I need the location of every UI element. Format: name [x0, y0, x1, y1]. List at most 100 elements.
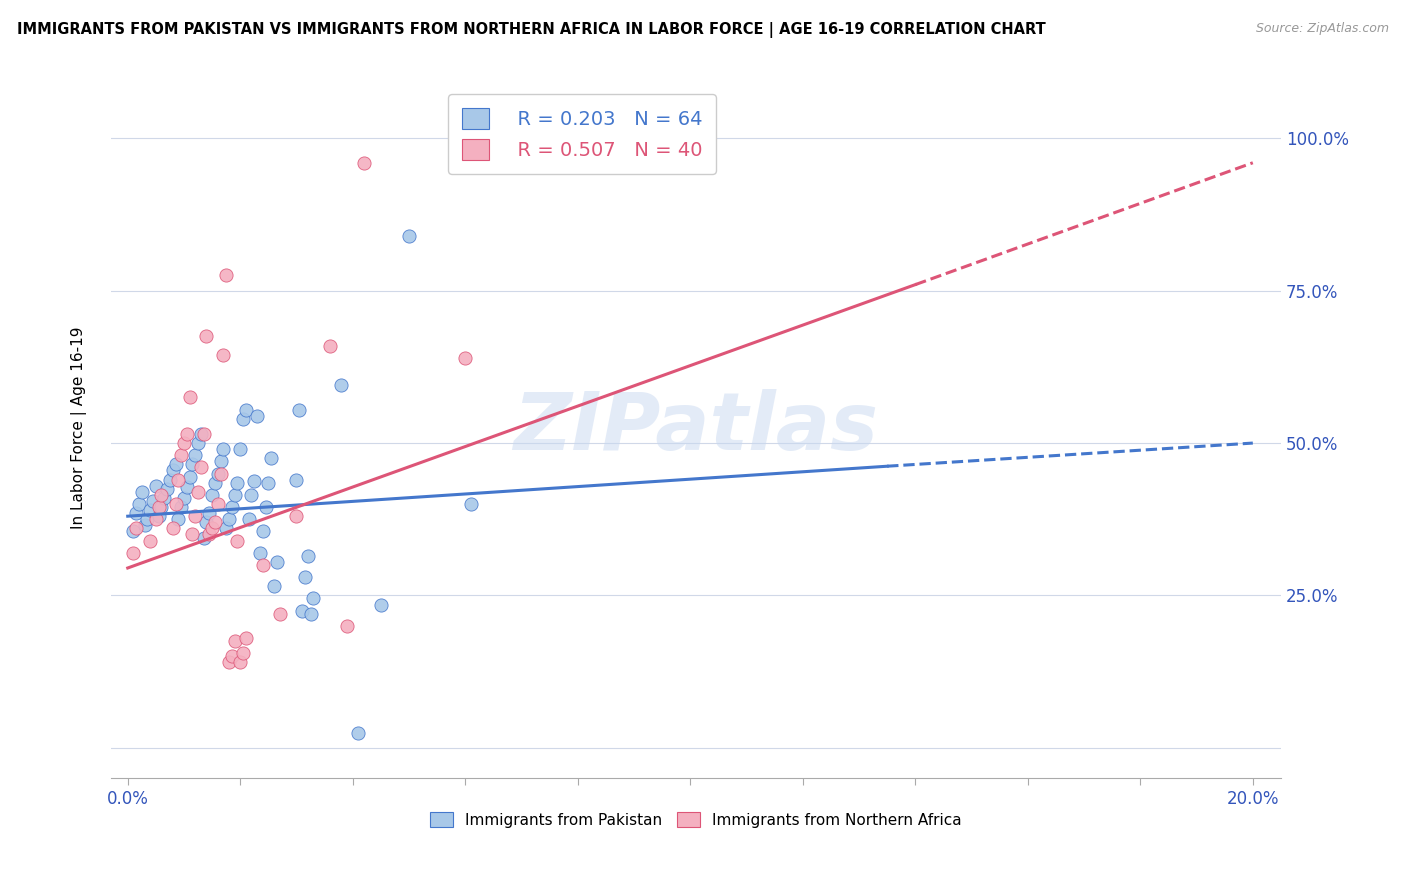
- Point: [285, 509, 308, 524]
- Point: [204, 516, 226, 530]
- Point: [181, 458, 204, 472]
- Point: [159, 473, 181, 487]
- Point: [198, 506, 221, 520]
- Point: [215, 268, 238, 283]
- Point: [212, 442, 235, 457]
- Point: [460, 497, 482, 511]
- Point: [235, 402, 257, 417]
- Point: [181, 527, 204, 541]
- Point: [201, 521, 224, 535]
- Point: [167, 473, 190, 487]
- Point: [201, 488, 224, 502]
- Point: [336, 619, 359, 633]
- Point: [142, 494, 165, 508]
- Y-axis label: In Labor Force | Age 16-19: In Labor Force | Age 16-19: [72, 326, 87, 529]
- Point: [398, 228, 420, 243]
- Point: [212, 348, 235, 362]
- Point: [125, 506, 148, 520]
- Point: [173, 491, 195, 505]
- Point: [139, 503, 162, 517]
- Point: [221, 649, 243, 664]
- Point: [170, 500, 193, 514]
- Point: [370, 598, 392, 612]
- Point: [291, 604, 314, 618]
- Point: [254, 500, 277, 514]
- Point: [224, 488, 246, 502]
- Point: [165, 497, 187, 511]
- Point: [235, 631, 257, 645]
- Point: [131, 484, 153, 499]
- Point: [136, 512, 159, 526]
- Point: [218, 512, 240, 526]
- Point: [148, 509, 170, 524]
- Point: [173, 436, 195, 450]
- Point: [238, 512, 260, 526]
- Point: [148, 500, 170, 514]
- Point: [229, 442, 252, 457]
- Point: [179, 390, 201, 404]
- Text: IMMIGRANTS FROM PAKISTAN VS IMMIGRANTS FROM NORTHERN AFRICA IN LABOR FORCE | AGE: IMMIGRANTS FROM PAKISTAN VS IMMIGRANTS F…: [17, 22, 1046, 38]
- Point: [299, 607, 322, 621]
- Point: [145, 512, 167, 526]
- Point: [246, 409, 269, 423]
- Point: [176, 480, 198, 494]
- Point: [215, 521, 238, 535]
- Point: [330, 378, 353, 392]
- Point: [184, 509, 207, 524]
- Point: [454, 351, 477, 365]
- Point: [266, 555, 288, 569]
- Point: [243, 474, 266, 488]
- Point: [190, 460, 212, 475]
- Point: [204, 475, 226, 490]
- Point: [150, 500, 173, 514]
- Point: [269, 607, 291, 621]
- Point: [122, 546, 145, 560]
- Point: [165, 458, 187, 472]
- Point: [297, 549, 319, 563]
- Point: [209, 467, 232, 481]
- Point: [193, 426, 215, 441]
- Point: [156, 482, 179, 496]
- Point: [167, 512, 190, 526]
- Point: [232, 646, 254, 660]
- Point: [193, 531, 215, 545]
- Point: [195, 329, 218, 343]
- Point: [190, 426, 212, 441]
- Point: [179, 469, 201, 483]
- Point: [198, 527, 221, 541]
- Point: [319, 338, 342, 352]
- Point: [207, 497, 229, 511]
- Point: [218, 656, 240, 670]
- Point: [240, 488, 263, 502]
- Point: [122, 524, 145, 539]
- Point: [294, 570, 316, 584]
- Point: [139, 533, 162, 548]
- Point: [162, 463, 184, 477]
- Point: [288, 402, 311, 417]
- Point: [232, 411, 254, 425]
- Point: [226, 533, 249, 548]
- Point: [263, 579, 285, 593]
- Point: [170, 448, 193, 462]
- Point: [162, 521, 184, 535]
- Point: [226, 475, 249, 490]
- Point: [184, 448, 207, 462]
- Point: [207, 467, 229, 481]
- Point: [229, 656, 252, 670]
- Point: [252, 524, 274, 539]
- Text: Source: ZipAtlas.com: Source: ZipAtlas.com: [1256, 22, 1389, 36]
- Point: [260, 451, 283, 466]
- Point: [302, 591, 325, 606]
- Point: [125, 521, 148, 535]
- Point: [153, 491, 176, 505]
- Point: [224, 634, 246, 648]
- Point: [353, 155, 375, 169]
- Legend: Immigrants from Pakistan, Immigrants from Northern Africa: Immigrants from Pakistan, Immigrants fro…: [423, 805, 969, 834]
- Point: [134, 518, 156, 533]
- Point: [285, 473, 308, 487]
- Point: [209, 454, 232, 468]
- Point: [176, 426, 198, 441]
- Point: [252, 558, 274, 572]
- Point: [128, 497, 150, 511]
- Point: [187, 436, 209, 450]
